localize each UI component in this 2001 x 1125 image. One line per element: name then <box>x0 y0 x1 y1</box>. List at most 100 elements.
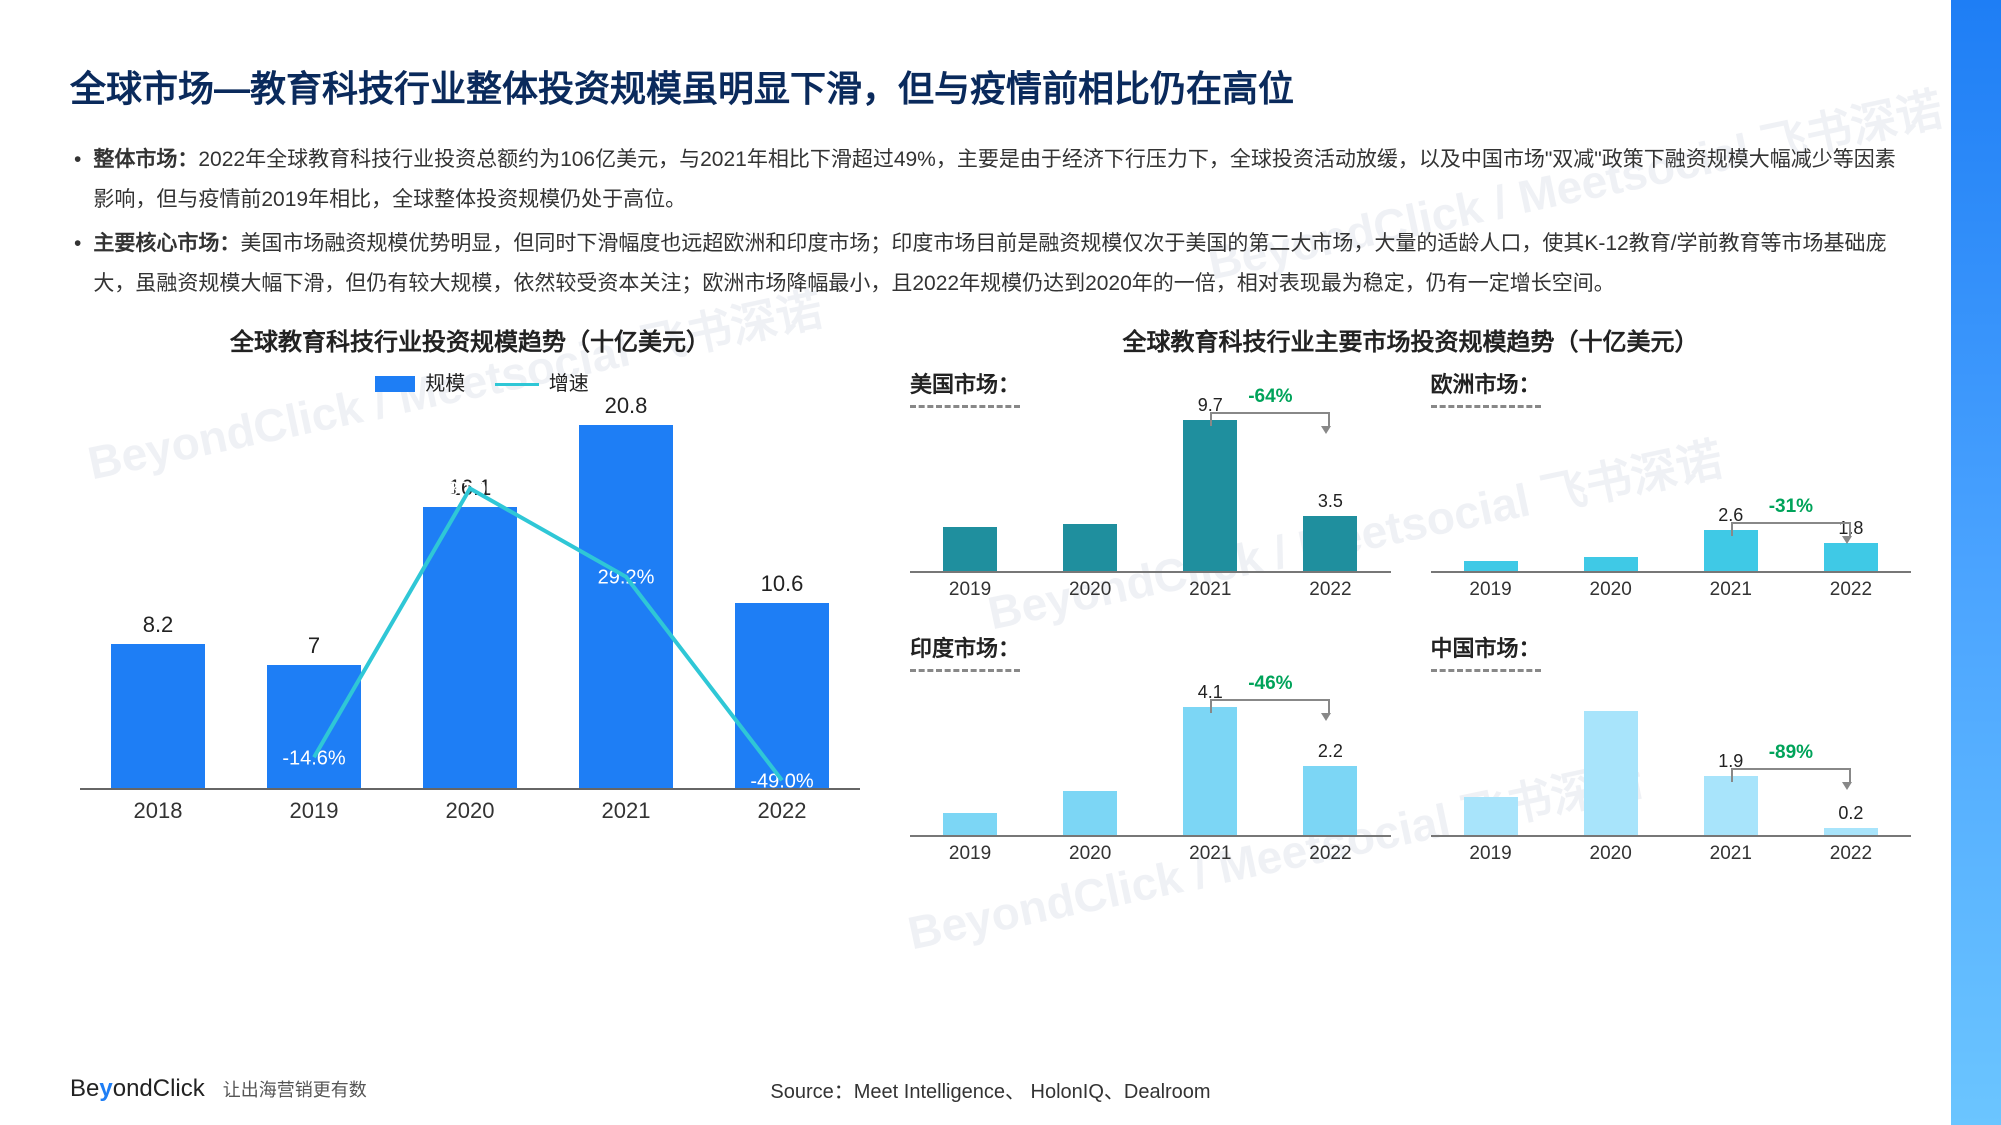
footer: BeyondClick让出海营销更有数 Source：Meet Intellig… <box>70 1075 1911 1103</box>
small-x-tick-label: 2021 <box>1671 579 1791 601</box>
bar-value-label: 10.6 <box>761 571 804 597</box>
brand-tagline: 让出海营销更有数 <box>223 1080 367 1100</box>
main-chart-legend: 规模 增速 <box>70 367 870 396</box>
small-x-tick-label: 2021 <box>1150 579 1270 601</box>
small-bar-value-label: 2.2 <box>1318 741 1343 762</box>
small-x-tick-label: 2019 <box>1431 843 1551 865</box>
source-text: Source：Meet Intelligence、 HolonIQ、Dealro… <box>770 1075 1210 1104</box>
pct-change-label: -31% <box>1769 496 1813 518</box>
small-chart: 欧洲市场： 2.61.8 2019202020212022 -31% <box>1431 367 1912 601</box>
small-bar-column: 2.6 <box>1671 416 1791 571</box>
small-bar-column <box>1551 680 1671 835</box>
small-chart: 中国市场：1.90.22019202020212022-89% <box>1431 631 1912 865</box>
small-bar <box>1584 557 1638 571</box>
main-chart-plot: 8.27-14.6%16.1130.0%20.829.2%10.6-49.0% … <box>80 404 860 824</box>
small-x-tick-label: 2020 <box>1551 843 1671 865</box>
pct-change-label: -89% <box>1769 742 1813 764</box>
small-chart: 印度市场：4.12.22019202020212022-46% <box>910 631 1391 865</box>
main-x-ticks: 20182019202020212022 <box>80 798 860 824</box>
bar <box>579 425 673 788</box>
main-x-axis <box>80 788 860 790</box>
small-bar-column: 3.5 <box>1270 416 1390 571</box>
small-bar <box>1464 797 1518 834</box>
small-x-tick-label: 2022 <box>1270 843 1390 865</box>
small-bar <box>1584 711 1638 835</box>
bullet-list: •整体市场：2022年全球教育科技行业投资总额约为106亿美元，与2021年相比… <box>70 140 1911 304</box>
small-x-tick-label: 2020 <box>1030 579 1150 601</box>
small-x-tick-label: 2019 <box>910 843 1030 865</box>
bullet-item: •主要核心市场：美国市场融资规模优势明显，但同时下滑幅度也远超欧洲和印度市场；印… <box>70 224 1911 304</box>
small-chart-plot: 1.90.22019202020212022-89% <box>1431 680 1912 865</box>
small-chart-title: 美国市场： <box>910 367 1020 408</box>
small-x-tick-label: 2019 <box>910 579 1030 601</box>
small-x-tick-label: 2021 <box>1150 843 1270 865</box>
small-x-axis <box>910 571 1391 573</box>
small-bar-column: 1.8 <box>1791 416 1911 571</box>
bar <box>423 507 517 788</box>
small-bar-value-label: 3.5 <box>1318 491 1343 512</box>
bar-column: 10.6-49.0% <box>704 404 860 788</box>
small-x-tick-label: 2022 <box>1791 579 1911 601</box>
small-bar <box>1183 707 1237 834</box>
growth-label: 29.2% <box>598 567 655 590</box>
small-x-axis <box>910 835 1391 837</box>
small-bar-column: 9.7 <box>1150 416 1270 571</box>
small-bar <box>1063 791 1117 834</box>
small-chart: 美国市场：9.73.52019202020212022-64% <box>910 367 1391 601</box>
small-bar <box>1824 543 1878 571</box>
growth-label: 130.0% <box>436 479 504 502</box>
small-bar <box>1063 524 1117 571</box>
x-tick-label: 2021 <box>548 798 704 824</box>
bar <box>735 603 829 788</box>
x-tick-label: 2018 <box>80 798 236 824</box>
bullet-item: •整体市场：2022年全球教育科技行业投资总额约为106亿美元，与2021年相比… <box>70 140 1911 220</box>
small-bar-value-label: 0.2 <box>1838 803 1863 824</box>
main-chart-title: 全球教育科技行业投资规模趋势（十亿美元） <box>70 322 870 357</box>
small-x-tick-label: 2022 <box>1791 843 1911 865</box>
small-bar <box>943 813 997 835</box>
small-x-tick-label: 2019 <box>1431 579 1551 601</box>
small-chart-plot: 4.12.22019202020212022-46% <box>910 680 1391 865</box>
small-x-tick-label: 2021 <box>1671 843 1791 865</box>
change-bracket <box>1210 699 1330 701</box>
small-bar-column <box>1030 416 1150 571</box>
growth-label: -49.0% <box>750 770 813 793</box>
small-x-tick-label: 2022 <box>1270 579 1390 601</box>
small-bar <box>1303 766 1357 834</box>
legend-bar-label: 规模 <box>425 373 465 395</box>
small-bar <box>1704 530 1758 570</box>
x-tick-label: 2019 <box>236 798 392 824</box>
small-bar-column <box>910 416 1030 571</box>
bar-value-label: 7 <box>308 633 320 659</box>
small-chart-plot: 9.73.52019202020212022-64% <box>910 416 1391 601</box>
right-accent-bar <box>1951 0 2001 1125</box>
small-chart-title: 欧洲市场： <box>1431 367 1541 408</box>
small-chart-title: 印度市场： <box>910 631 1020 672</box>
small-x-tick-label: 2020 <box>1551 579 1671 601</box>
bar <box>111 644 205 787</box>
x-tick-label: 2022 <box>704 798 860 824</box>
x-tick-label: 2020 <box>392 798 548 824</box>
pct-change-label: -46% <box>1248 673 1292 695</box>
small-charts-title: 全球教育科技行业主要市场投资规模趋势（十亿美元） <box>910 322 1911 357</box>
small-bar <box>943 527 997 570</box>
page-title: 全球市场—教育科技行业整体投资规模虽明显下滑，但与疫情前相比仍在高位 <box>70 60 1911 112</box>
change-bracket <box>1731 768 1851 770</box>
small-x-tick-label: 2020 <box>1030 843 1150 865</box>
small-x-axis <box>1431 835 1912 837</box>
small-bar <box>1464 561 1518 570</box>
change-bracket <box>1731 522 1851 524</box>
bar-column: 16.1130.0% <box>392 404 548 788</box>
small-bar-column <box>1551 416 1671 571</box>
legend-line-label: 增速 <box>549 373 589 395</box>
small-bar-column <box>1431 416 1551 571</box>
small-bar-column <box>1431 680 1551 835</box>
small-bar-column <box>1030 680 1150 835</box>
small-bar <box>1183 420 1237 570</box>
bar-value-label: 8.2 <box>143 612 174 638</box>
bar-value-label: 20.8 <box>605 393 648 419</box>
brand-logo: BeyondClick让出海营销更有数 <box>70 1075 367 1103</box>
bar-column: 7-14.6% <box>236 404 392 788</box>
small-bar <box>1704 776 1758 835</box>
legend-line-swatch <box>495 383 539 386</box>
